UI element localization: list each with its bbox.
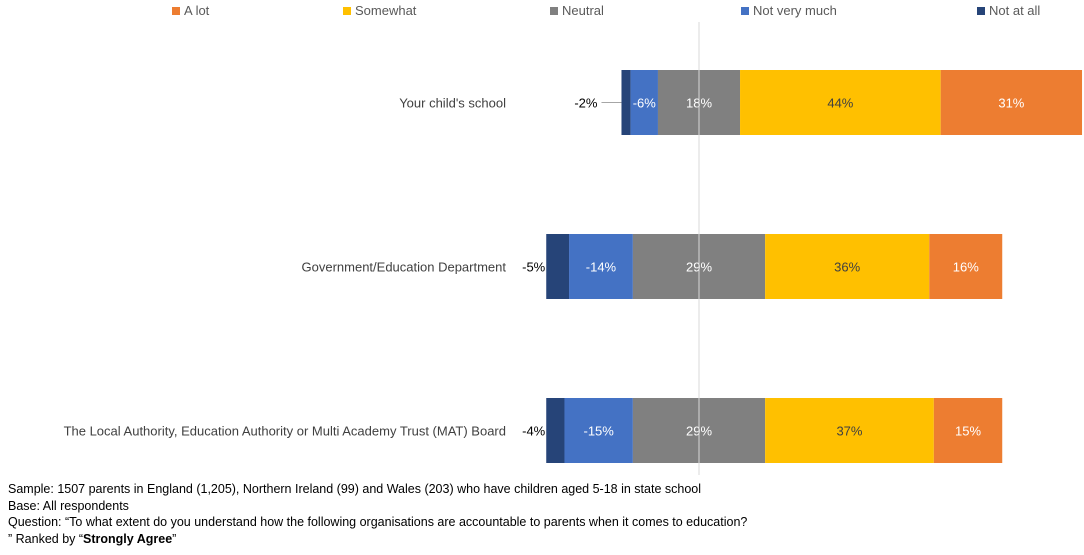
data-label-a-lot-1: 16% (953, 260, 979, 275)
category-label-1: Government/Education Department (302, 260, 507, 275)
legend-label-neutral: Neutral (562, 3, 604, 18)
data-label-a-lot-0: 31% (998, 96, 1024, 111)
legend-item-not-at-all: Not at all (977, 3, 1040, 18)
footer-question: Question: “To what extent do you underst… (8, 515, 748, 529)
legend-swatch-not-very-much (741, 6, 749, 15)
data-label-somewhat-0: 44% (827, 96, 853, 111)
footer-ranked-bold: Strongly Agree (83, 531, 173, 546)
bar-somewhat-0 (740, 70, 941, 135)
legend-item-somewhat: Somewhat (343, 3, 416, 18)
bar-not-very-much-2 (564, 398, 633, 463)
data-label-a-lot-2: 15% (955, 424, 981, 439)
data-label-somewhat-2: 37% (836, 424, 862, 439)
bar-a-lot-2 (933, 398, 1003, 463)
bar-not-at-all-1 (546, 234, 570, 299)
legend-item-a-lot: A lot (172, 3, 209, 18)
category-label-0: Your child's school (399, 96, 506, 111)
legend-swatch-a-lot (172, 6, 180, 15)
legend-swatch-somewhat (343, 6, 351, 15)
data-label-not-at-all-1: -5% (522, 260, 546, 275)
bar-somewhat-1 (765, 234, 930, 299)
data-label-not-very-much-0: -6% (633, 96, 657, 111)
data-label-not-at-all-0: -2% (574, 96, 598, 111)
data-label-not-very-much-1: -14% (586, 260, 617, 275)
legend-swatch-neutral (550, 6, 558, 15)
footer-ranked-prefix: ” Ranked by “ (8, 531, 84, 546)
legend-label-not-at-all: Not at all (989, 3, 1041, 18)
legend-swatch-not-at-all (977, 6, 985, 15)
bar-not-at-all-2 (546, 398, 565, 463)
footer-ranked: ” Ranked by “Strongly Agree” (8, 531, 747, 548)
chart-footer: Sample: 1507 parents in England (1,205),… (8, 481, 747, 547)
bar-not-very-much-1 (569, 234, 633, 299)
data-label-not-at-all-2: -4% (522, 424, 546, 439)
footer-ranked-suffix: ” (172, 531, 177, 546)
chart-legend: A lot Somewhat Neutral Not very much Not at … (0, 3, 1084, 23)
bar-not-at-all-0 (621, 70, 631, 135)
data-label-somewhat-1: 36% (834, 260, 860, 275)
bar-a-lot-0 (940, 70, 1083, 135)
legend-item-not-very-much: Not very much (741, 3, 837, 18)
bar-not-very-much-0 (630, 70, 658, 135)
footer-sample: Sample: 1507 parents in England (1,205),… (8, 482, 702, 496)
legend-label-somewhat: Somewhat (355, 3, 417, 18)
stacked-bar-chart: -6% 18% 44% 31%-2%Your child's school-14% 29… (64, 22, 1083, 475)
category-label-2: The Local Authority, Education Authority… (64, 424, 506, 439)
legend-item-neutral: Neutral (550, 3, 604, 18)
footer-base: Base: All respondents (8, 498, 129, 513)
data-label-not-very-much-2: -15% (584, 424, 615, 439)
bar-somewhat-2 (765, 398, 934, 463)
legend-label-a-lot: A lot (184, 3, 210, 18)
legend-label-not-very-much: Not very much (753, 3, 837, 18)
bar-a-lot-1 (929, 234, 1003, 299)
